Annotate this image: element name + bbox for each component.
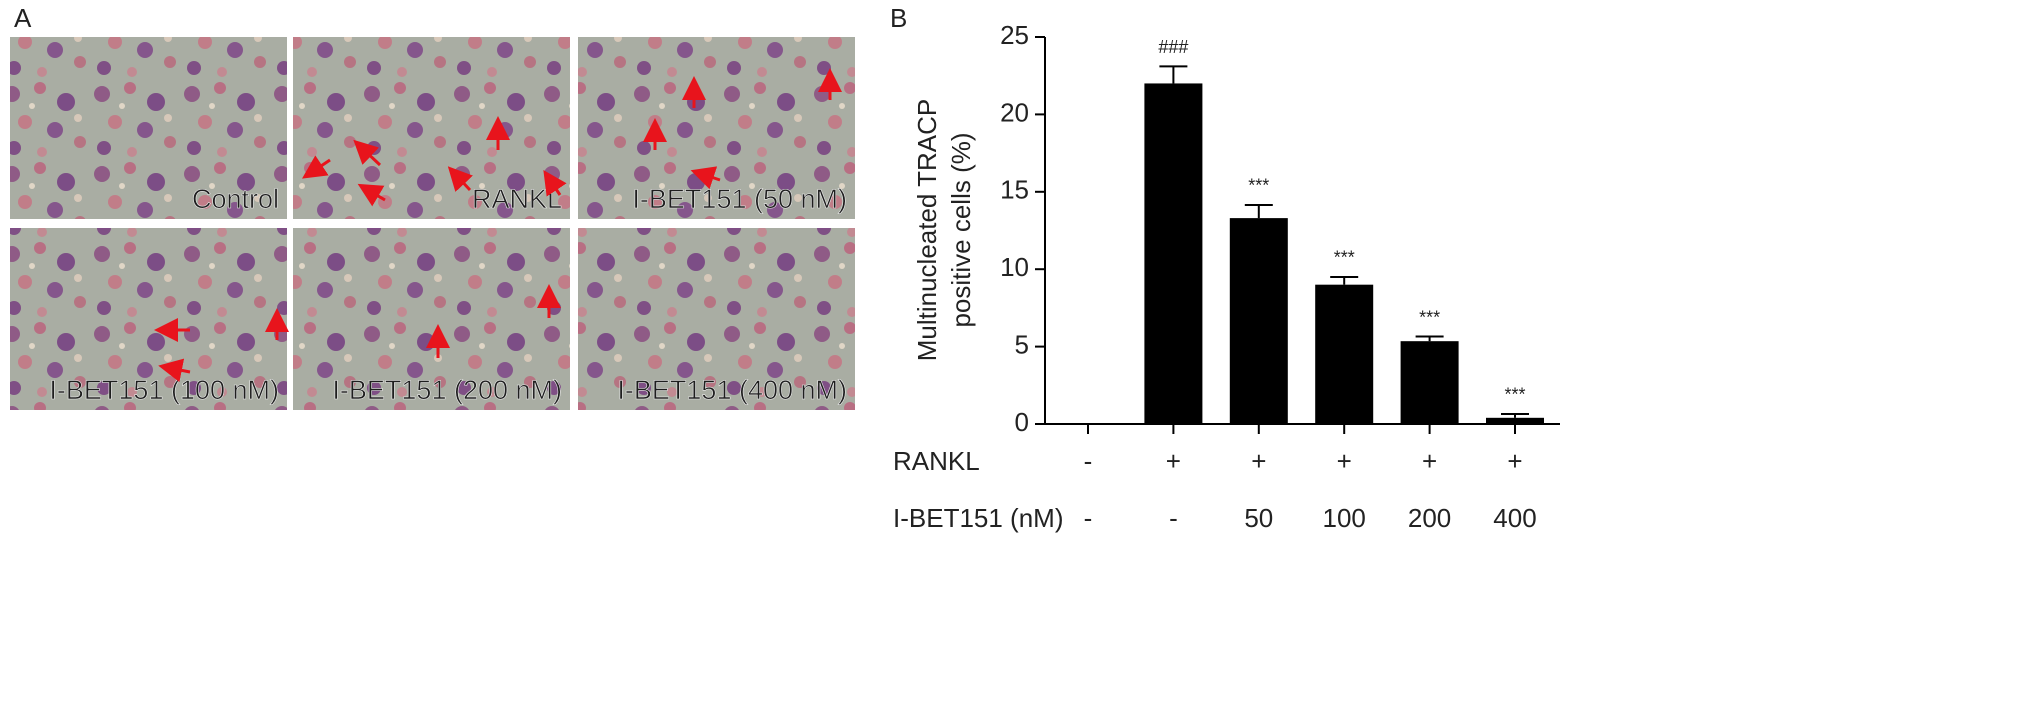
arrow xyxy=(690,166,721,190)
row-value: + xyxy=(1251,446,1266,476)
significance-label: *** xyxy=(1334,248,1355,268)
y-axis-label: Multinucleated TRACP positive cells (%) xyxy=(912,99,976,362)
row-value: - xyxy=(1084,446,1093,476)
bar xyxy=(1229,218,1288,424)
micrograph xyxy=(578,228,855,410)
micrograph-grid: Control RANKL I-BET151 (50 nM) I-BET151 (10… xyxy=(10,37,855,410)
arrow xyxy=(353,139,382,167)
row-value: - xyxy=(1169,503,1178,533)
y-axis-label-line: Multinucleated TRACP xyxy=(912,99,942,362)
micrograph-label: I-BET151 (100 nM) xyxy=(49,375,279,405)
row-label: RANKL xyxy=(893,446,980,476)
row-value: 50 xyxy=(1244,503,1273,533)
significance-label: *** xyxy=(1504,385,1525,405)
y-tick-label: 15 xyxy=(1000,175,1029,205)
bar xyxy=(1486,417,1544,424)
arrow xyxy=(158,358,191,383)
arrow xyxy=(447,166,473,192)
micrograph xyxy=(10,37,287,219)
arrows xyxy=(154,68,842,383)
significance-label: *** xyxy=(1248,176,1269,196)
micrograph-label: Control xyxy=(192,184,279,214)
micrograph xyxy=(293,37,570,219)
y-tick-label: 20 xyxy=(1000,97,1029,127)
panel-label: A xyxy=(14,3,32,33)
row-value: 200 xyxy=(1408,503,1451,533)
micrograph-label: RANKL xyxy=(472,184,562,214)
row-label: I-BET151 (nM) xyxy=(893,503,1064,533)
significance-label: *** xyxy=(1419,307,1440,327)
panel-label: B xyxy=(890,3,907,33)
bar-chart: 0 5 10 15 20 25 Multinucleated TRACP positive c… xyxy=(893,20,1560,533)
y-axis-label-line: positive cells (%) xyxy=(946,132,976,327)
micrograph-label: I-BET151 (200 nM) xyxy=(332,375,562,405)
row-value: + xyxy=(1422,446,1437,476)
y-tick-label: 10 xyxy=(1000,252,1029,282)
micrograph xyxy=(10,228,287,410)
row-value: + xyxy=(1507,446,1522,476)
micrograph xyxy=(293,228,570,410)
micrograph-label: I-BET151 (400 nM) xyxy=(617,375,847,405)
row-value: 400 xyxy=(1493,503,1536,533)
row-value: + xyxy=(1166,446,1181,476)
bar xyxy=(1315,284,1374,424)
row-value: + xyxy=(1337,446,1352,476)
row-value: - xyxy=(1084,503,1093,533)
bar xyxy=(1400,341,1459,424)
arrow xyxy=(302,155,331,179)
micrograph-label: I-BET151 (50 nM) xyxy=(632,184,847,214)
y-tick-label: 5 xyxy=(1015,329,1029,359)
bar xyxy=(1144,83,1203,424)
y-tick-label: 25 xyxy=(1000,20,1029,50)
arrow xyxy=(543,170,567,197)
row-value: 100 xyxy=(1323,503,1366,533)
arrow xyxy=(357,183,386,207)
y-tick-label: 0 xyxy=(1015,407,1029,437)
significance-label: ### xyxy=(1158,37,1188,57)
